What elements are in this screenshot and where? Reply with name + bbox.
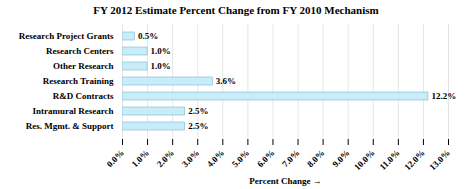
svg-text:8.0%: 8.0% [305, 148, 326, 169]
svg-text:9.0%: 9.0% [330, 148, 351, 169]
svg-text:3.6%: 3.6% [216, 76, 236, 86]
svg-text:2.5%: 2.5% [188, 121, 208, 131]
svg-text:7.0%: 7.0% [280, 148, 301, 169]
svg-text:13.0%: 13.0% [427, 148, 452, 173]
svg-text:1.0%: 1.0% [151, 46, 171, 56]
html-text:FY 2012 Estimate Percent Chang: FY 2012 Estimate Percent Change from FY … [93, 4, 379, 16]
svg-text:Research Project Grants: Research Project Grants [19, 31, 114, 41]
svg-text:R&D Contracts: R&D Contracts [53, 91, 114, 101]
svg-text:11.0%: 11.0% [378, 148, 402, 172]
svg-text:3.0%: 3.0% [180, 148, 201, 169]
svg-text:Research Centers: Research Centers [46, 46, 114, 56]
svg-text:1.0%: 1.0% [130, 148, 151, 169]
svg-text:12.0%: 12.0% [402, 148, 427, 173]
svg-text:Res. Mgmt. & Support: Res. Mgmt. & Support [26, 121, 114, 131]
svg-text:1.0%: 1.0% [151, 61, 171, 71]
svg-text:0.0%: 0.0% [105, 148, 126, 169]
svg-text:Intramural Research: Intramural Research [32, 106, 113, 116]
svg-text:5.0%: 5.0% [230, 148, 251, 169]
svg-text:10.0%: 10.0% [352, 148, 377, 173]
svg-text:2.0%: 2.0% [155, 148, 176, 169]
svg-text:Research Training: Research Training [43, 76, 114, 86]
svg-text:0.5%: 0.5% [138, 31, 158, 41]
svg-text:12.2%: 12.2% [431, 91, 456, 101]
svg-text:4.0%: 4.0% [205, 148, 226, 169]
svg-text:Other Research: Other Research [53, 61, 113, 71]
svg-text:Percent Change →: Percent Change → [249, 176, 321, 186]
svg-text:6.0%: 6.0% [255, 148, 276, 169]
svg-text:2.5%: 2.5% [188, 106, 208, 116]
